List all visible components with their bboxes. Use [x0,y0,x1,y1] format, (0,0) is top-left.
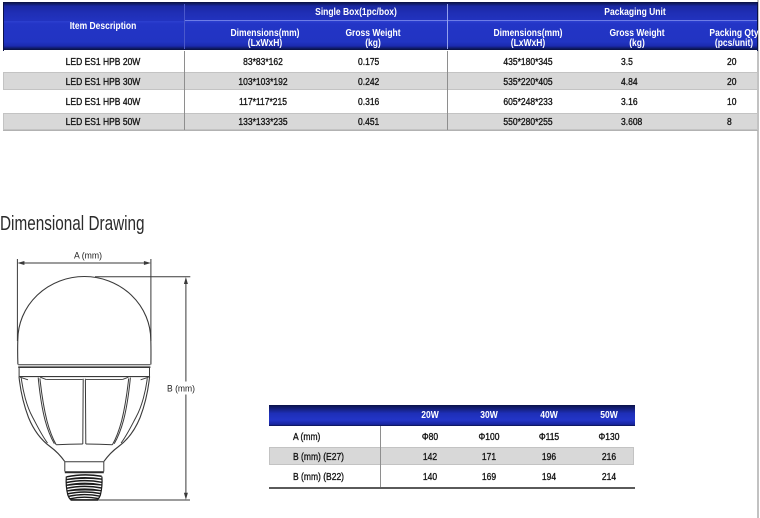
svg-text:B (mm): B (mm) [167,384,195,394]
svg-text:A (mm): A (mm) [74,251,102,261]
